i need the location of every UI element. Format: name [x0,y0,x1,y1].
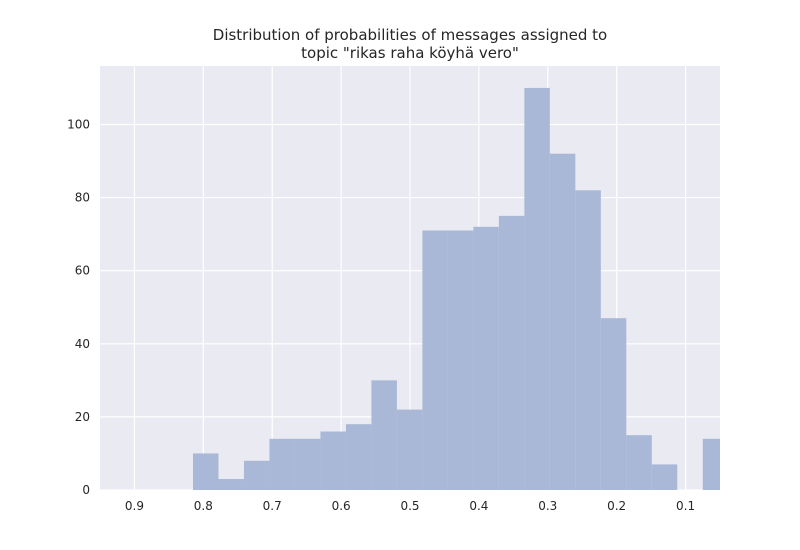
histogram-bar [473,226,499,491]
histogram-bar [371,380,397,490]
histogram-bar [575,190,601,490]
histogram-bar [651,464,678,490]
y-tick-labels: 0 20 40 60 80 100 [67,117,90,497]
x-tick-labels: 0.9 0.8 0.7 0.6 0.5 0.4 0.3 0.2 0.1 [125,499,695,513]
y-tick-label: 40 [75,337,90,351]
histogram-bar [193,453,219,490]
histogram-bar [600,318,627,490]
chart-title-line-2: topic "rikas raha köyhä vero" [301,44,519,62]
histogram-bar [294,438,321,490]
x-tick-label: 0.9 [125,499,144,513]
y-tick-label: 100 [67,117,90,131]
histogram-bar [269,438,295,490]
histogram-bar [626,435,652,490]
histogram-bar [702,438,720,490]
x-tick-label: 0.7 [263,499,282,513]
x-tick-label: 0.6 [332,499,351,513]
histogram-bar [218,479,244,490]
histogram-bar [345,424,372,490]
chart-title-line-1: Distribution of probabilities of message… [213,26,607,44]
histogram-bar [447,230,474,490]
histogram-bar [524,87,550,491]
histogram-bar [320,431,346,490]
y-tick-label: 0 [82,483,90,497]
y-tick-label: 60 [75,264,90,278]
x-tick-label: 0.3 [538,499,557,513]
bars [193,87,720,491]
x-tick-label: 0.8 [194,499,213,513]
histogram-bar [396,409,423,490]
x-tick-label: 0.4 [469,499,488,513]
histogram-bar [422,230,448,490]
histogram-bar [549,153,576,491]
histogram-bar [243,460,270,490]
x-tick-label: 0.2 [607,499,626,513]
x-tick-label: 0.5 [400,499,419,513]
histogram-bar [498,215,525,491]
x-tick-label: 0.1 [676,499,695,513]
y-tick-label: 80 [75,191,90,205]
y-tick-label: 20 [75,410,90,424]
